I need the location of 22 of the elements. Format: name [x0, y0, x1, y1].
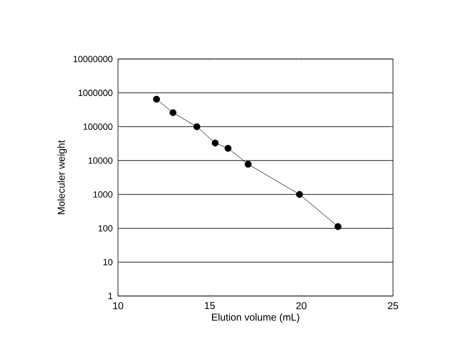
x-axis-title: Elution volume (mL): [212, 313, 300, 323]
y-tick-label: 1: [108, 292, 112, 300]
x-tick-label: 20: [296, 302, 306, 310]
point: [153, 96, 160, 103]
point: [244, 160, 252, 168]
x-tick-label: 15: [204, 302, 215, 310]
point: [296, 190, 303, 198]
point: [224, 144, 232, 152]
y-tick-label: 100: [98, 225, 112, 232]
point: [212, 140, 219, 146]
point: [170, 109, 176, 116]
y-tick-label: 10000000: [74, 56, 112, 62]
y-tick-label: 10000: [88, 157, 112, 164]
point: [193, 123, 200, 130]
y-tick-label: 100000: [84, 124, 112, 130]
x-tick-label: 10: [113, 302, 124, 310]
point: [334, 223, 342, 230]
y-tick-label: 1000: [94, 191, 112, 198]
x-tick-label: 25: [388, 302, 398, 310]
y-tick-label: 10: [104, 258, 112, 266]
y-tick-label: 1000000: [78, 90, 112, 96]
y-axis-title: Moleculer weight: [57, 140, 67, 214]
